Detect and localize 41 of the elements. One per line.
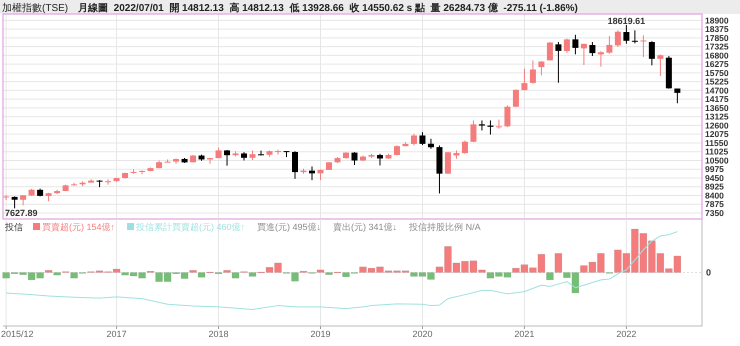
annotation: 18619.61: [608, 16, 646, 26]
annotation: 賣出(元) 341億↓: [333, 222, 398, 232]
annotation: 7627.89: [5, 208, 38, 218]
y-tick-label: 14175: [705, 94, 729, 104]
y-tick-label: 17325: [705, 42, 729, 52]
x-tick-label: 2017: [106, 329, 127, 339]
y-tick-label: 9450: [705, 172, 724, 183]
y-tick-label: 11025: [705, 146, 728, 157]
chart-subtitle: 月線圖 2022/07/01 開 14812.13 高 14812.13 低 13928.66 收 14550.62 s 點 量 26284.73 億 -275.11 (-1.86%): [77, 2, 578, 14]
chart-title: 加權指數(TSE): [2, 2, 68, 14]
y-tick-label: 13125: [705, 112, 729, 122]
x-tick-label: 2020: [412, 329, 432, 339]
y-tick-label: 7875: [705, 199, 724, 210]
y-tick-label: 18900: [705, 15, 729, 26]
ref-line-label: 0: [706, 268, 712, 278]
y-tick-label: 17850: [705, 32, 729, 43]
y-tick-label: 9975: [705, 164, 724, 174]
chart-title: 投信: [4, 222, 23, 232]
x-tick-label: 2015/12: [1, 329, 34, 339]
y-tick-label: 16800: [705, 50, 729, 60]
y-tick-label: 12600: [705, 120, 729, 130]
y-tick-label: 18375: [705, 24, 729, 34]
y-tick-label: 15225: [705, 76, 729, 87]
y-tick-label: 16275: [705, 59, 729, 70]
y-tick-label: 14700: [705, 85, 729, 96]
legend-item: 買賣超(元) 154億↑: [33, 222, 116, 232]
annotation: 買進(元) 495億↓: [257, 222, 322, 232]
x-tick-label: 2021: [514, 329, 534, 339]
y-tick-label: 15750: [705, 68, 729, 78]
y-tick-label: 11550: [705, 138, 728, 148]
x-tick-label: 2022: [616, 329, 636, 339]
y-tick-label: 10500: [705, 155, 729, 166]
y-tick-label: 8400: [705, 190, 724, 200]
x-tick-label: 2019: [310, 329, 331, 339]
x-tick-label: 2018: [208, 329, 229, 339]
y-tick-label: 7350: [705, 208, 724, 218]
legend-item: 投信累計買賣超(元) 460億↑: [127, 222, 246, 232]
annotation: 投信持股比例 N/A: [408, 222, 481, 232]
y-tick-label: 8925: [705, 182, 724, 192]
y-tick-label: 12075: [705, 129, 729, 140]
y-tick-label: 13650: [705, 102, 729, 113]
